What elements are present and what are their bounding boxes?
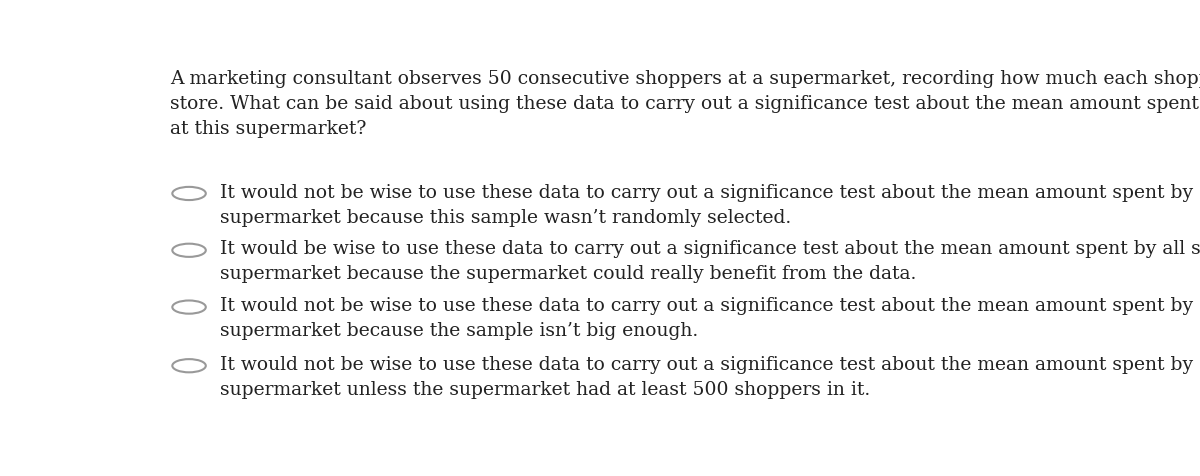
Text: It would be wise to use these data to carry out a significance test about the me: It would be wise to use these data to ca… xyxy=(220,240,1200,283)
Text: It would not be wise to use these data to carry out a significance test about th: It would not be wise to use these data t… xyxy=(220,297,1200,340)
Text: It would not be wise to use these data to carry out a significance test about th: It would not be wise to use these data t… xyxy=(220,184,1200,227)
Text: A marketing consultant observes 50 consecutive shoppers at a supermarket, record: A marketing consultant observes 50 conse… xyxy=(170,70,1200,138)
Text: It would not be wise to use these data to carry out a significance test about th: It would not be wise to use these data t… xyxy=(220,356,1200,399)
